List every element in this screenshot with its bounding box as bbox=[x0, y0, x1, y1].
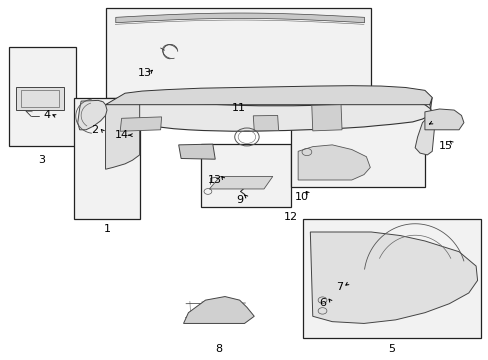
Text: 8: 8 bbox=[215, 343, 222, 354]
Text: 12: 12 bbox=[283, 212, 297, 222]
Bar bbox=[9, 47, 76, 146]
Polygon shape bbox=[414, 98, 434, 155]
Text: 15: 15 bbox=[438, 141, 451, 151]
Text: 13: 13 bbox=[137, 68, 151, 78]
Text: 10: 10 bbox=[294, 192, 308, 202]
Text: 14: 14 bbox=[114, 130, 128, 140]
Bar bbox=[290, 116, 424, 187]
Text: 9: 9 bbox=[236, 195, 243, 205]
Polygon shape bbox=[253, 116, 278, 131]
Text: 3: 3 bbox=[39, 155, 45, 165]
Polygon shape bbox=[105, 86, 431, 105]
Polygon shape bbox=[183, 297, 254, 323]
Polygon shape bbox=[105, 98, 140, 169]
Polygon shape bbox=[78, 100, 107, 130]
Polygon shape bbox=[311, 105, 341, 131]
Polygon shape bbox=[298, 145, 369, 180]
Polygon shape bbox=[178, 144, 215, 159]
Text: 11: 11 bbox=[231, 103, 245, 113]
Polygon shape bbox=[209, 176, 272, 189]
Bar bbox=[200, 144, 290, 207]
Polygon shape bbox=[424, 109, 463, 130]
Bar bbox=[105, 8, 370, 98]
Text: 7: 7 bbox=[335, 282, 343, 292]
Bar bbox=[74, 98, 140, 220]
Text: 13: 13 bbox=[208, 175, 222, 185]
Polygon shape bbox=[310, 232, 477, 323]
Bar bbox=[303, 220, 480, 338]
Text: 2: 2 bbox=[91, 125, 98, 135]
Text: 6: 6 bbox=[318, 298, 325, 308]
Polygon shape bbox=[120, 117, 161, 131]
Polygon shape bbox=[16, 87, 64, 110]
Text: 1: 1 bbox=[103, 225, 110, 234]
Text: 4: 4 bbox=[43, 111, 50, 121]
Polygon shape bbox=[105, 98, 431, 131]
Text: 5: 5 bbox=[387, 343, 394, 354]
